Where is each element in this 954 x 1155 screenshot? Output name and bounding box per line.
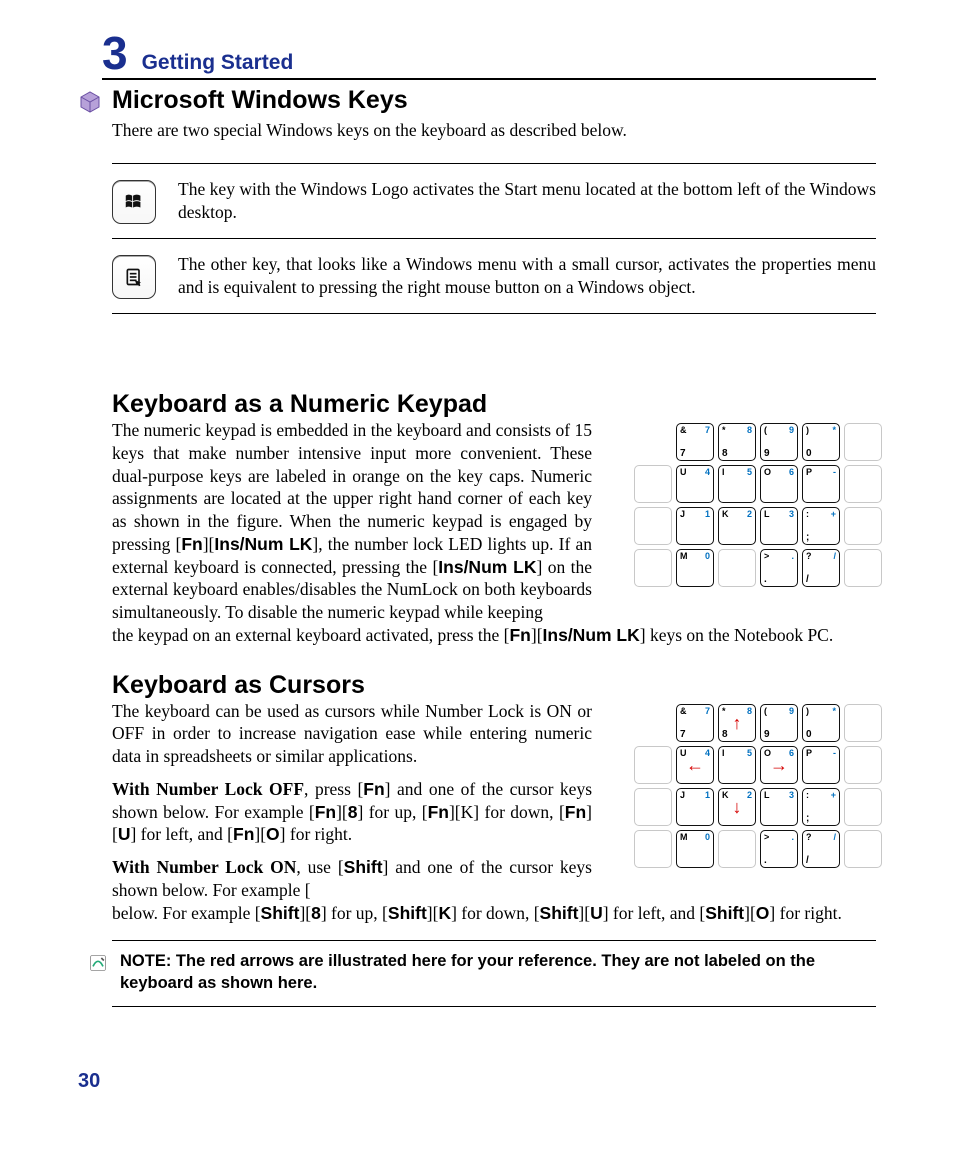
keypad-key bbox=[634, 465, 672, 503]
intro-paragraph: There are two special Windows keys on th… bbox=[112, 119, 876, 141]
keypad-key: (99 bbox=[760, 704, 798, 742]
keypad-key: L3 bbox=[760, 507, 798, 545]
winlogo-desc: The key with the Windows Logo activates … bbox=[178, 178, 876, 223]
keypad-key: U4 bbox=[676, 465, 714, 503]
menu-key-desc: The other key, that looks like a Windows… bbox=[178, 253, 876, 298]
keypad-key: (99 bbox=[760, 423, 798, 461]
keypad-key bbox=[844, 746, 882, 784]
keypad-key: M0 bbox=[676, 830, 714, 868]
keypad-key bbox=[844, 507, 882, 545]
keypad-key: &77 bbox=[676, 423, 714, 461]
cursors-p3-b: below. For example [Shift][8] for up, [S… bbox=[112, 902, 876, 925]
keypad-key: ?// bbox=[802, 549, 840, 587]
heading-cursors: Keyboard as Cursors bbox=[112, 671, 876, 700]
keypad-key: )*0 bbox=[802, 704, 840, 742]
note-block: NOTE: The red arrows are illustrated her… bbox=[88, 951, 876, 994]
keypad-key bbox=[634, 549, 672, 587]
keypad-key bbox=[718, 549, 756, 587]
keypad-key bbox=[634, 830, 672, 868]
keypad-key: O6→ bbox=[760, 746, 798, 784]
menu-keycap bbox=[112, 255, 156, 299]
keypad-key: :+; bbox=[802, 507, 840, 545]
keypad-key: *88↑ bbox=[718, 704, 756, 742]
heading-windows-keys: Microsoft Windows Keys bbox=[112, 86, 408, 115]
numeric-keypad-text-2: the keypad on an external keyboard activ… bbox=[112, 624, 876, 647]
chapter-header: 3 Getting Started bbox=[102, 30, 876, 80]
cursors-p2: With Number Lock OFF, press [Fn] and one… bbox=[112, 778, 592, 846]
cursors-p1: The keyboard can be used as cursors whil… bbox=[112, 700, 592, 768]
keypad-key: &77 bbox=[676, 704, 714, 742]
keypad-key bbox=[844, 830, 882, 868]
cursors-p3-a: With Number Lock ON, use [Shift] and one… bbox=[112, 856, 592, 902]
keypad-key bbox=[634, 746, 672, 784]
keypad-key: :+; bbox=[802, 788, 840, 826]
winlogo-key-block: The key with the Windows Logo activates … bbox=[112, 178, 876, 224]
keypad-key bbox=[844, 423, 882, 461]
page-number: 30 bbox=[78, 1070, 100, 1093]
section-windows-keys: Microsoft Windows Keys bbox=[78, 86, 876, 115]
keypad-key: ?// bbox=[802, 830, 840, 868]
keypad-key: O6 bbox=[760, 465, 798, 503]
keypad-key: P- bbox=[802, 465, 840, 503]
keypad-key bbox=[634, 507, 672, 545]
numeric-keypad-text: The numeric keypad is embedded in the ke… bbox=[112, 419, 592, 624]
note-icon bbox=[88, 953, 108, 973]
windows-logo-icon bbox=[123, 191, 145, 213]
keypad-diagram-cursors: &77*88↑(99)*0 U4←I5O6→P- J1K2↓L3:+; M0 >..?/… bbox=[630, 704, 882, 872]
keypad-key: J1 bbox=[676, 788, 714, 826]
keypad-key: J1 bbox=[676, 507, 714, 545]
box-icon bbox=[78, 89, 102, 113]
note-text: NOTE: The red arrows are illustrated her… bbox=[120, 951, 876, 994]
menu-key-block: The other key, that looks like a Windows… bbox=[112, 253, 876, 299]
keypad-diagram-numeric: &77*88(99)*0 U4I5O6P- J1K2L3:+; M0 >..?// bbox=[630, 423, 882, 591]
keypad-key bbox=[634, 788, 672, 826]
keypad-key bbox=[844, 465, 882, 503]
keypad-key: >.. bbox=[760, 830, 798, 868]
keypad-key: K2↓ bbox=[718, 788, 756, 826]
keypad-key bbox=[718, 830, 756, 868]
keypad-key: K2 bbox=[718, 507, 756, 545]
keypad-key: *88 bbox=[718, 423, 756, 461]
heading-numeric-keypad-real: Keyboard as a Numeric Keypad bbox=[112, 390, 876, 419]
chapter-title: Getting Started bbox=[142, 51, 294, 75]
keypad-key: )*0 bbox=[802, 423, 840, 461]
keypad-key: L3 bbox=[760, 788, 798, 826]
context-menu-icon bbox=[124, 267, 144, 287]
keypad-key: >.. bbox=[760, 549, 798, 587]
keypad-key: M0 bbox=[676, 549, 714, 587]
keypad-key: P- bbox=[802, 746, 840, 784]
chapter-number: 3 bbox=[102, 30, 128, 76]
keypad-key: I5 bbox=[718, 746, 756, 784]
keypad-key: I5 bbox=[718, 465, 756, 503]
keypad-key bbox=[844, 704, 882, 742]
keypad-key bbox=[844, 549, 882, 587]
windows-logo-keycap bbox=[112, 180, 156, 224]
intro-text: There are two special Windows keys on th… bbox=[112, 119, 876, 141]
keypad-key: U4← bbox=[676, 746, 714, 784]
keypad-key bbox=[844, 788, 882, 826]
